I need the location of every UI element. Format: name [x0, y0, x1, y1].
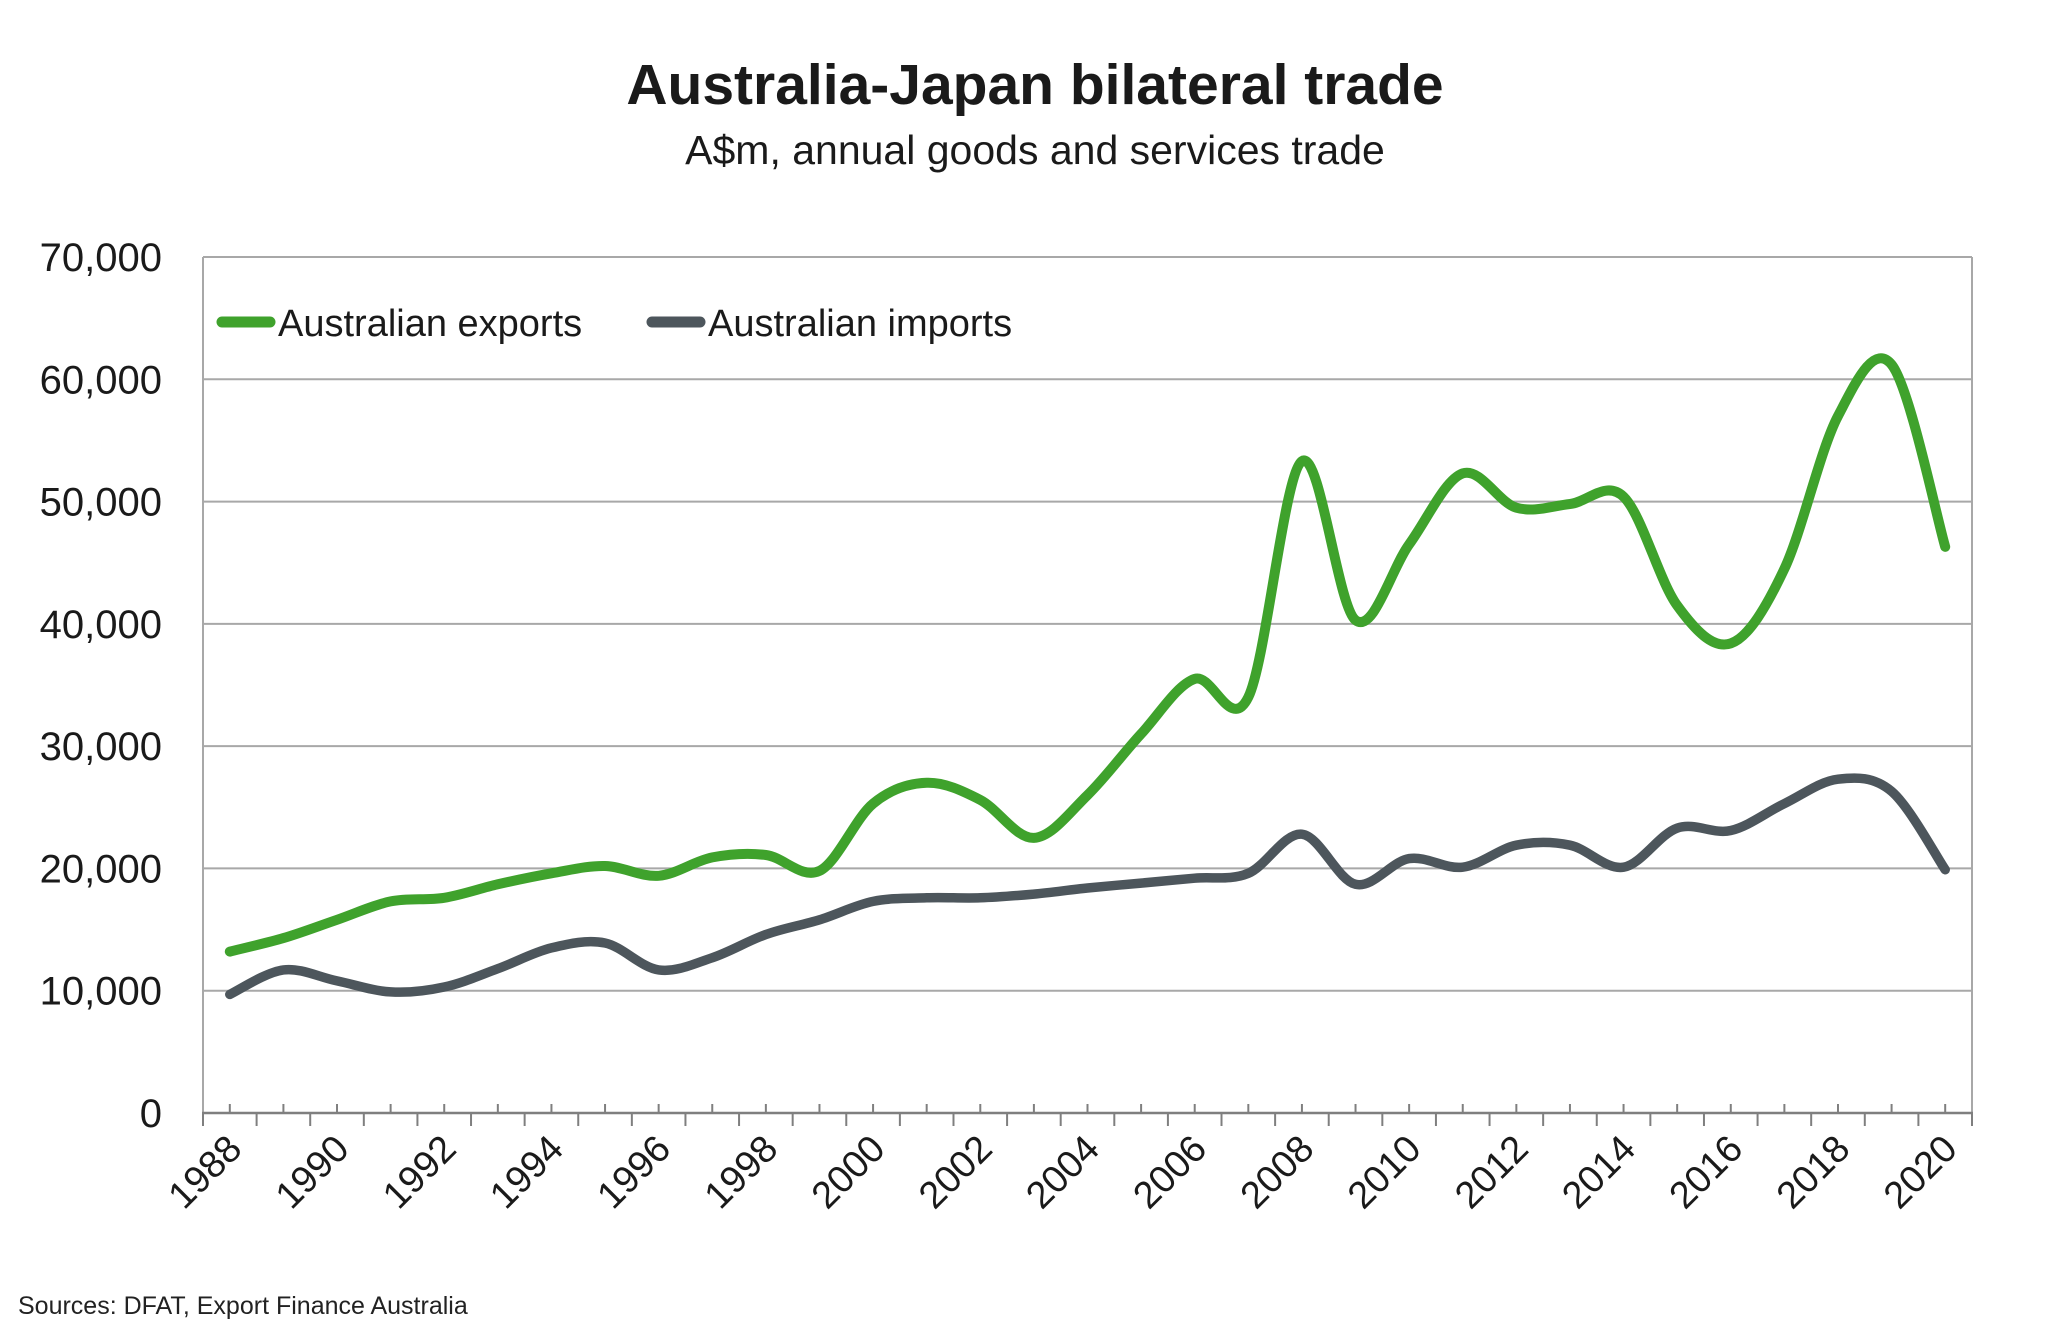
chart-subtitle: A$m, annual goods and services trade [685, 127, 1385, 173]
x-axis-tick-label: 1990 [268, 1128, 357, 1217]
x-axis-tick-label: 1996 [590, 1128, 679, 1217]
y-axis-tick-label: 10,000 [40, 970, 162, 1014]
x-axis-tick-label: 2020 [1876, 1128, 1965, 1217]
y-axis-labels: 0 10,000 20,000 30,000 40,000 50,000 60,000 70,… [40, 236, 162, 1136]
x-axis-tick-label: 2006 [1126, 1128, 1215, 1217]
y-axis-tick-label: 50,000 [40, 481, 162, 525]
y-axis-tick-label: 20,000 [40, 847, 162, 891]
y-axis-tick-label: 40,000 [40, 603, 162, 647]
x-axis-tick-label: 1988 [161, 1128, 250, 1217]
series-lines [224, 353, 1951, 1000]
x-axis-tick-label: 2002 [911, 1128, 1000, 1217]
x-axis-tick-label: 2004 [1018, 1128, 1107, 1217]
y-axis-tick-label: 30,000 [40, 725, 162, 769]
imports-line [225, 773, 1950, 1000]
y-axis-tick-label: 0 [140, 1092, 162, 1136]
exports-legend-label: Australian exports [278, 303, 582, 345]
x-axis-tick-label: 2008 [1233, 1128, 1322, 1217]
chart-title: Australia-Japan bilateral trade [626, 53, 1443, 117]
x-axis-tick-label: 1992 [375, 1128, 464, 1217]
gridlines [203, 256, 1972, 992]
x-axis-tick-label: 2018 [1769, 1128, 1858, 1217]
x-axis-tick-label: 1994 [482, 1128, 571, 1217]
source-note: Sources: DFAT, Export Finance Australia [18, 1292, 468, 1320]
x-axis-tick-label: 2000 [804, 1128, 893, 1217]
y-axis-tick-label: 70,000 [40, 236, 162, 280]
y-axis-tick-label: 60,000 [40, 358, 162, 402]
x-axis-tick-label: 2012 [1447, 1128, 1536, 1217]
legend: Australian exports Australian imports [216, 303, 1012, 345]
x-axis-tick-label: 2016 [1662, 1128, 1751, 1217]
imports-legend-label: Australian imports [708, 303, 1012, 345]
x-axis-tick-label: 2010 [1340, 1128, 1429, 1217]
x-axis-tick-label: 2014 [1554, 1128, 1643, 1217]
x-axis-tick-label: 1998 [697, 1128, 786, 1217]
x-axis-ticks-and-labels: 1988 1990 1992 1994 1996 1998 2000 2002 2004 2006… [161, 1104, 1973, 1217]
exports-line [224, 353, 1951, 957]
